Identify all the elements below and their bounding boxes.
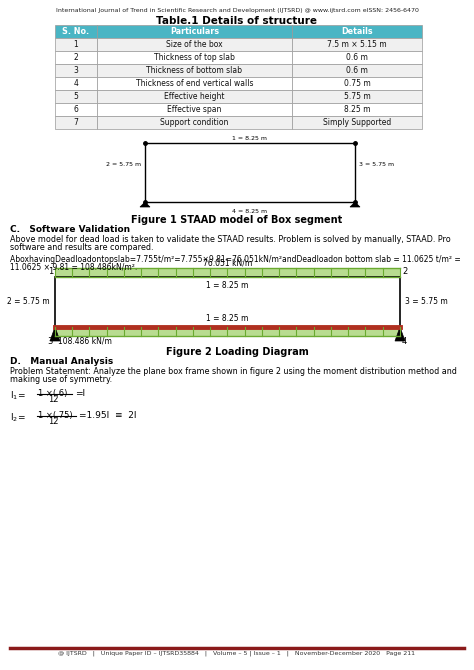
Text: Effective span: Effective span — [167, 105, 222, 114]
Text: 5: 5 — [73, 92, 78, 101]
Text: 1 ×(.75): 1 ×(.75) — [38, 411, 73, 420]
Bar — [292, 90, 422, 103]
Text: 12: 12 — [48, 395, 58, 404]
Text: I$_1$=: I$_1$= — [10, 389, 26, 401]
Text: 11.0625 × 9.81 = 108.486kN/m².: 11.0625 × 9.81 = 108.486kN/m². — [10, 263, 137, 272]
Text: 0.6 m: 0.6 m — [346, 53, 368, 62]
Text: S. No.: S. No. — [63, 27, 90, 36]
Text: 5.75 m: 5.75 m — [344, 92, 370, 101]
Text: Table.1 Details of structure: Table.1 Details of structure — [156, 16, 318, 26]
Bar — [97, 90, 292, 103]
Text: 108.486 kN/m: 108.486 kN/m — [58, 337, 112, 346]
Polygon shape — [50, 327, 60, 341]
Bar — [292, 25, 422, 38]
Text: AboxhavingDeadloadontopslab=7.755t/m²=7.755×9.81=76.051kN/m²andDeadloadon bottom: AboxhavingDeadloadontopslab=7.755t/m²=7.… — [10, 255, 461, 264]
Text: 3: 3 — [47, 337, 53, 346]
Text: 1 = 8.25 m: 1 = 8.25 m — [206, 314, 249, 323]
Bar — [292, 116, 422, 129]
Text: 12: 12 — [48, 417, 58, 426]
Text: Thickness of end vertical walls: Thickness of end vertical walls — [136, 79, 253, 88]
Text: =I: =I — [75, 389, 85, 398]
Bar — [55, 90, 97, 103]
Text: 6: 6 — [73, 105, 78, 114]
Text: 4: 4 — [402, 337, 407, 346]
Text: 1: 1 — [73, 40, 78, 49]
Text: 1 = 8.25 m: 1 = 8.25 m — [233, 136, 267, 141]
Bar — [97, 77, 292, 90]
Bar — [292, 77, 422, 90]
Text: making use of symmetry.: making use of symmetry. — [10, 375, 112, 384]
Bar — [292, 103, 422, 116]
Bar — [292, 38, 422, 51]
Bar — [55, 38, 97, 51]
Text: 2: 2 — [73, 53, 78, 62]
Bar — [97, 103, 292, 116]
Text: 3 = 5.75 m: 3 = 5.75 m — [405, 297, 448, 306]
Text: 1 ×(.6): 1 ×(.6) — [38, 389, 67, 398]
Text: @ IJTSRD   |   Unique Paper ID – IJTSRD35884   |   Volume – 5 | Issue – 1   |   : @ IJTSRD | Unique Paper ID – IJTSRD35884… — [58, 651, 416, 657]
Text: 3 = 5.75 m: 3 = 5.75 m — [359, 162, 394, 167]
Text: Particulars: Particulars — [170, 27, 219, 36]
Text: C.   Software Validation: C. Software Validation — [10, 225, 130, 234]
Bar — [55, 103, 97, 116]
Polygon shape — [140, 202, 150, 207]
Text: =1.95I  ≡  2I: =1.95I ≡ 2I — [79, 411, 137, 420]
Text: 7: 7 — [73, 118, 78, 127]
Text: 7.5 m × 5.15 m: 7.5 m × 5.15 m — [327, 40, 387, 49]
Text: Thickness of bottom slab: Thickness of bottom slab — [146, 66, 243, 75]
Text: Details: Details — [341, 27, 373, 36]
Polygon shape — [350, 202, 360, 207]
Text: software and results are compared.: software and results are compared. — [10, 243, 154, 252]
Text: 0.6 m: 0.6 m — [346, 66, 368, 75]
Text: D.   Manual Analysis: D. Manual Analysis — [10, 357, 113, 366]
Bar — [97, 64, 292, 77]
Bar — [55, 51, 97, 64]
Text: 76.051 kN/m: 76.051 kN/m — [203, 258, 252, 267]
Bar — [97, 38, 292, 51]
Bar — [55, 25, 97, 38]
Text: Thickness of top slab: Thickness of top slab — [154, 53, 235, 62]
Bar — [55, 64, 97, 77]
Text: 4 = 8.25 m: 4 = 8.25 m — [232, 209, 267, 214]
Bar — [145, 143, 355, 202]
Text: 1: 1 — [48, 267, 53, 276]
Bar — [97, 25, 292, 38]
Bar — [55, 116, 97, 129]
Bar — [292, 64, 422, 77]
Text: Simply Supported: Simply Supported — [323, 118, 391, 127]
Bar — [55, 77, 97, 90]
Text: 2 = 5.75 m: 2 = 5.75 m — [8, 297, 50, 306]
Text: 1 = 8.25 m: 1 = 8.25 m — [206, 281, 249, 290]
Text: Figure 2 Loading Diagram: Figure 2 Loading Diagram — [165, 347, 309, 357]
Bar — [55, 268, 400, 277]
Text: Support condition: Support condition — [160, 118, 228, 127]
Text: Figure 1 STAAD model of Box segment: Figure 1 STAAD model of Box segment — [131, 215, 343, 225]
Bar — [97, 116, 292, 129]
Text: 8.25 m: 8.25 m — [344, 105, 370, 114]
Text: Above model for dead load is taken to validate the STAAD results. Problem is sol: Above model for dead load is taken to va… — [10, 235, 451, 244]
Text: Size of the box: Size of the box — [166, 40, 223, 49]
Polygon shape — [395, 327, 405, 341]
Bar — [97, 51, 292, 64]
Text: 4: 4 — [73, 79, 78, 88]
Text: 0.75 m: 0.75 m — [344, 79, 370, 88]
Text: 3: 3 — [73, 66, 78, 75]
Text: 2: 2 — [402, 267, 407, 276]
Text: 2 = 5.75 m: 2 = 5.75 m — [106, 162, 141, 167]
Bar — [292, 51, 422, 64]
Text: International Journal of Trend in Scientific Research and Development (IJTSRD) @: International Journal of Trend in Scient… — [55, 8, 419, 13]
Text: I$_2$=: I$_2$= — [10, 411, 26, 423]
Text: Problem Statement: Analyze the plane box frame shown in figure 2 using the momen: Problem Statement: Analyze the plane box… — [10, 367, 457, 376]
Text: Effective height: Effective height — [164, 92, 225, 101]
Bar — [55, 327, 400, 336]
Bar — [55, 277, 400, 327]
